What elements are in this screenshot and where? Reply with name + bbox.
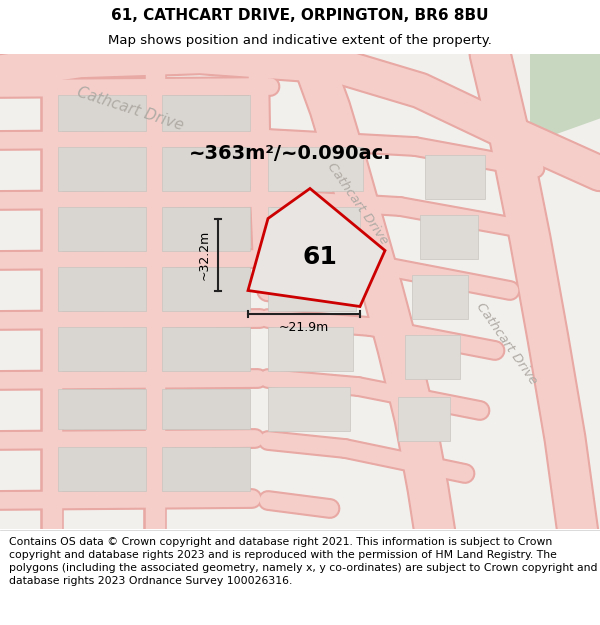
Bar (162, 446, 250, 491)
Bar (412, 274, 468, 319)
Bar (405, 334, 460, 379)
Text: Cathcart Drive: Cathcart Drive (75, 84, 185, 132)
Bar (398, 396, 450, 441)
Bar (162, 266, 250, 311)
Bar (268, 206, 360, 251)
Bar (425, 154, 485, 199)
Bar (268, 386, 350, 431)
Bar (58, 389, 146, 429)
Text: 61, CATHCART DRIVE, ORPINGTON, BR6 8BU: 61, CATHCART DRIVE, ORPINGTON, BR6 8BU (111, 8, 489, 23)
Text: Contains OS data © Crown copyright and database right 2021. This information is : Contains OS data © Crown copyright and d… (9, 537, 598, 586)
Text: ~363m²/~0.090ac.: ~363m²/~0.090ac. (188, 144, 391, 163)
Bar (58, 446, 146, 491)
Text: 61: 61 (302, 244, 337, 269)
Polygon shape (530, 54, 600, 144)
Bar (58, 146, 146, 191)
Bar (58, 94, 146, 131)
Bar (162, 326, 250, 371)
Text: Map shows position and indicative extent of the property.: Map shows position and indicative extent… (108, 34, 492, 47)
Bar (58, 266, 146, 311)
Text: ~21.9m: ~21.9m (279, 321, 329, 334)
Bar (268, 326, 353, 371)
Bar (420, 214, 478, 259)
Bar (162, 146, 250, 191)
Bar (58, 206, 146, 251)
Bar (162, 389, 250, 429)
Text: ~32.2m: ~32.2m (197, 229, 211, 279)
Bar (58, 326, 146, 371)
Bar (162, 94, 250, 131)
Text: Cathcart Drive: Cathcart Drive (325, 160, 391, 247)
Bar (162, 206, 250, 251)
Bar (268, 146, 363, 191)
Text: Cathcart Drive: Cathcart Drive (474, 300, 540, 387)
Polygon shape (248, 189, 385, 306)
Bar (268, 266, 356, 311)
